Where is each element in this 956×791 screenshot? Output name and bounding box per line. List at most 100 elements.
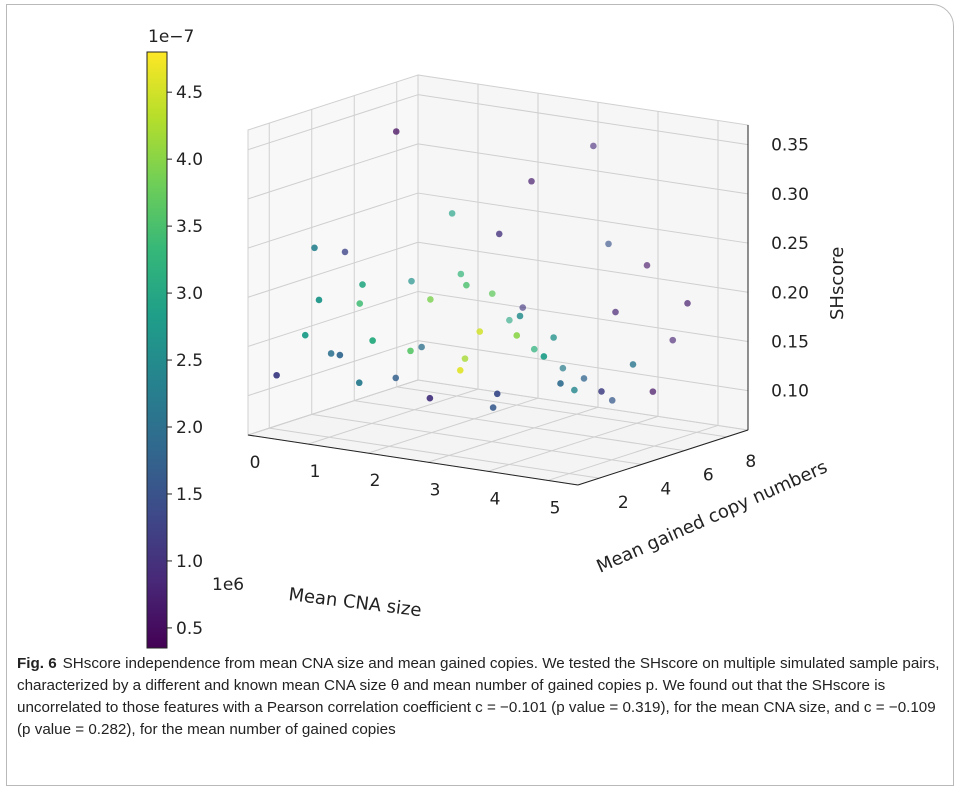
gridline (547, 424, 719, 481)
gridline (417, 290, 749, 342)
gridline (396, 386, 727, 438)
x-tick-label: 4 (490, 489, 501, 509)
data-point (530, 345, 538, 353)
data-point (336, 351, 344, 359)
data-point (356, 300, 364, 307)
gridline (354, 400, 685, 452)
z-tick-label: 0.20 (771, 283, 809, 303)
gridline (417, 340, 749, 392)
x-tick-label: 2 (370, 471, 381, 491)
data-point (519, 304, 527, 311)
data-point (580, 375, 588, 382)
data-point (605, 240, 612, 248)
y-tick-label: 2 (618, 493, 629, 513)
data-point (427, 296, 434, 303)
figure-frame (6, 4, 954, 786)
gridline (417, 143, 749, 195)
z-tick-label: 0.30 (771, 185, 809, 205)
data-point (315, 296, 323, 304)
data-point (327, 350, 335, 357)
colorbar-tick-label: 3.0 (176, 284, 203, 304)
z-axis-label: SHscore (827, 247, 848, 320)
data-point (649, 388, 657, 395)
data-point (369, 337, 376, 344)
figure-caption: Fig. 6 SHscore independence from mean CNA… (17, 653, 947, 741)
axes-panes (247, 74, 749, 486)
axis-line (247, 434, 579, 486)
z-tick-label: 0.35 (771, 136, 809, 156)
gridline (247, 94, 419, 151)
data-point (448, 210, 456, 217)
data-point (608, 397, 616, 404)
gridline (247, 340, 419, 397)
x-tick-label: 1 (310, 462, 321, 482)
z-tick-label: 0.25 (771, 234, 809, 254)
scatter-3d-chart: 1e−7 0.5 1.0 1.5 2.0 2.5 3.0 3.5 4.0 4.5 0 1 2 3 4 5 2… (146, 27, 848, 649)
data-point (612, 308, 619, 316)
data-point (528, 177, 535, 185)
axis-line (577, 429, 749, 486)
data-point (598, 388, 605, 395)
data-point (355, 379, 363, 387)
data-point (301, 331, 309, 339)
y-tick-label: 8 (745, 452, 756, 472)
data-point (629, 361, 637, 368)
colorbar: 1e−7 0.5 1.0 1.5 2.0 2.5 3.0 3.5 4.0 4.5 (146, 27, 203, 649)
x-axis-label: Mean CNA size (287, 584, 422, 621)
gridline (311, 413, 642, 465)
y-tick-label: 4 (660, 479, 671, 499)
x-tick-label: 3 (430, 480, 441, 500)
data-point (495, 230, 503, 238)
x-offset-label: 1e6 (212, 575, 244, 595)
gridline (247, 290, 419, 347)
colorbar-tick-label: 2.5 (176, 351, 203, 371)
gridline (269, 427, 600, 479)
data-point (392, 374, 400, 382)
figure-label: Fig. 6 (17, 655, 57, 672)
data-point (457, 270, 465, 278)
data-point (488, 290, 496, 297)
data-point (540, 353, 548, 360)
left-pane (247, 74, 419, 436)
colorbar-gradient (146, 51, 168, 649)
gridline (417, 94, 749, 146)
gridline (307, 388, 479, 445)
data-point (392, 128, 400, 135)
data-point (571, 386, 578, 394)
x-tick-label: 0 (250, 453, 261, 473)
data-point (643, 262, 651, 269)
data-point (684, 299, 691, 307)
data-point (590, 142, 597, 150)
gridline (487, 415, 659, 472)
data-point (669, 336, 677, 344)
data-point (489, 404, 497, 411)
z-tick-label: 0.10 (771, 382, 809, 402)
gridline (367, 397, 539, 454)
data-point (493, 390, 501, 398)
data-point (550, 334, 557, 341)
data-point (407, 347, 414, 355)
colorbar-tick-label: 4.0 (176, 150, 203, 170)
data-point (341, 248, 349, 256)
gridlines (247, 75, 749, 481)
data-point (311, 244, 318, 252)
gridline (247, 241, 419, 298)
data-point (426, 394, 434, 402)
data-point (418, 343, 425, 351)
axis-tick-labels: 0 1 2 3 4 5 2 4 6 8 0.10 0.15 0.20 0.25 0.30 0.35 (247, 125, 809, 518)
data-point (513, 332, 521, 339)
colorbar-tick-label: 4.5 (176, 83, 203, 103)
gridline (247, 192, 419, 249)
gridline (417, 192, 749, 244)
data-point (273, 371, 280, 379)
data-point (408, 277, 415, 285)
colorbar-tick-label: 0.5 (176, 619, 203, 639)
gridline (417, 241, 749, 293)
colorbar-tick-label: 2.0 (176, 418, 203, 438)
gridline (427, 406, 599, 463)
gridline (247, 143, 419, 200)
gridline (247, 379, 419, 436)
data-point (506, 316, 513, 324)
data-point (557, 380, 564, 387)
x-tick-label: 5 (550, 498, 561, 518)
